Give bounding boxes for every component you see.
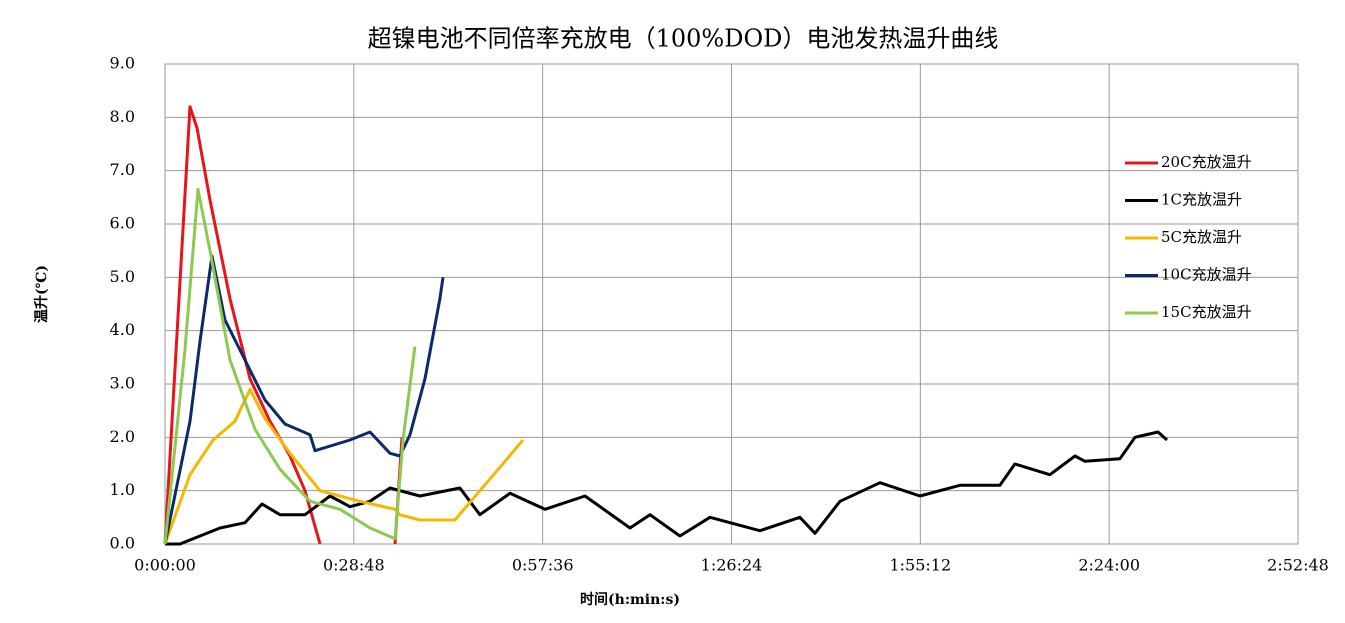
data-line	[163, 254, 445, 545]
y-tick-label: 3.0	[110, 374, 135, 393]
data-line	[165, 430, 1168, 546]
y-axis-title: 温升(℃)	[33, 265, 50, 323]
legend-label: 1C充放温升	[1161, 191, 1242, 209]
x-axis-title: 时间(h:min:s)	[580, 591, 680, 608]
data-line	[163, 387, 525, 545]
y-tick-label: 1.0	[110, 480, 135, 499]
y-tick-label: 8.0	[110, 107, 135, 126]
y-tick-label: 7.0	[110, 160, 135, 179]
x-tick-label: 0:28:48	[323, 556, 385, 575]
x-tick-label: 1:26:24	[701, 556, 763, 575]
x-tick-label: 2:52:48	[1267, 556, 1329, 575]
legend-label: 15C充放温升	[1161, 303, 1252, 321]
y-tick-label: 9.0	[110, 54, 135, 73]
y-tick-label: 5.0	[110, 267, 135, 286]
legend-label: 5C充放温升	[1161, 228, 1242, 246]
y-tick-label: 6.0	[110, 214, 135, 233]
y-tick-label: 4.0	[110, 320, 135, 339]
y-tick-label: 0.0	[110, 534, 135, 553]
data-line	[163, 105, 404, 545]
legend-label: 10C充放温升	[1161, 266, 1252, 284]
y-tick-label: 2.0	[110, 427, 135, 446]
chart-title: 超镍电池不同倍率充放电（100%DOD）电池发热温升曲线	[368, 25, 999, 53]
x-tick-label: 2:24:00	[1078, 556, 1140, 575]
x-tick-label: 1:55:12	[889, 556, 951, 575]
x-tick-label: 0:57:36	[512, 556, 574, 575]
legend-label: 20C充放温升	[1161, 153, 1252, 171]
x-tick-label: 0:00:00	[134, 556, 196, 575]
data-line	[163, 187, 417, 545]
